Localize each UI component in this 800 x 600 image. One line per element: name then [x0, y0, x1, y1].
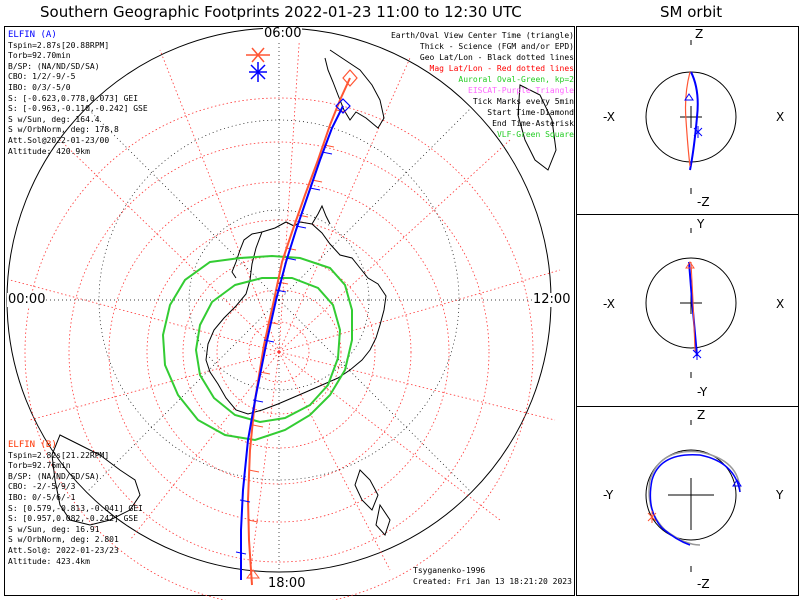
- panel1-bottom-label: -Z: [697, 195, 710, 209]
- peninsula: [231, 204, 331, 279]
- legend-item: Thick - Science (FGM and/or EPD): [419, 42, 574, 51]
- elfin-b-line: S: [0.957,0.082,-0.242] GSE: [8, 514, 139, 524]
- elfin-b-line: IBO: 0/-5/6/-1: [8, 492, 76, 502]
- panel1-right-label: X: [776, 110, 785, 124]
- elfin-a-line: S: [-0.963,-0.110,-0.242] GSE: [8, 104, 148, 114]
- legend-item: Auroral Oval-Green, kp=2: [458, 75, 574, 84]
- orbit-title: SM orbit: [660, 3, 723, 21]
- elfin-a-end-asterisk: [249, 62, 267, 82]
- panel1-left-label: -X: [603, 110, 615, 124]
- auroral-oval-outer: [161, 254, 353, 442]
- panel2-left-label: -X: [603, 297, 615, 311]
- geo-grid: [7, 28, 551, 572]
- legend-item: Tick Marks every 5min: [472, 97, 574, 106]
- elfin-b-line: Tspin=2.82s[21.22RPM]: [8, 450, 110, 460]
- hour-label-left: 00:00: [7, 292, 47, 307]
- legend-item: Earth/Oval View Center Time (triangle): [390, 31, 574, 40]
- elfin-a-info: ELFIN (A) Tspin=2.87s[20.88RPM] Torb=92.…: [8, 30, 148, 157]
- elfin-a-line: IBO: 0/3/-5/0: [8, 82, 71, 92]
- legend-item: End Time-Asterisk: [492, 119, 574, 128]
- elfin-a-line: B/SP: (NA/ND/SD/SA): [8, 61, 100, 71]
- panel2-right-label: X: [776, 297, 785, 311]
- elfin-a-line: S: [-0.623,0.778,0.073] GEI: [8, 93, 139, 103]
- hour-label-top: 06:00: [263, 26, 303, 41]
- legend-item: Mag Lat/Lon - Red dotted lines: [429, 64, 575, 73]
- legend-item: Geo Lat/Lon - Black dotted lines: [419, 53, 574, 62]
- elfin-a-line: S w/Sun, deg: 164.4: [8, 114, 100, 124]
- panel2-top-label: Y: [697, 217, 705, 231]
- credits: Tsyganenko-1996 Created: Fri Jan 13 18:2…: [413, 566, 572, 587]
- elfin-a-line: Altitude: 420.9km: [8, 146, 90, 156]
- legend-item: EISCAT-Purple Triangle: [468, 86, 574, 95]
- panel3-right-label: Y: [776, 488, 784, 502]
- elfin-a-line: CBO: 1/2/-9/-5: [8, 72, 76, 82]
- panel3-top-label: Z: [697, 408, 706, 422]
- elfin-b-info: ELFIN (B) Tspin=2.82s[21.22RPM] Torb=92.…: [8, 440, 143, 567]
- africa-coast: [517, 84, 557, 171]
- elfin-b-line: S w/Sun, deg: 16.91: [8, 524, 100, 534]
- elfin-a-line: Tspin=2.87s[20.88RPM]: [8, 40, 110, 50]
- orbit-panel-2: [645, 228, 737, 378]
- elfin-b-line: S w/OrbNorm, deg: 2.801: [8, 535, 119, 545]
- model-credit: Tsyganenko-1996: [413, 566, 486, 575]
- panel3-left-label: -Y: [603, 488, 614, 502]
- panel3-bottom-label: -Z: [697, 577, 710, 591]
- new-zealand-coast: [354, 469, 391, 536]
- legend-item: VLF-Green Square: [496, 130, 574, 139]
- elfin-b-end-asterisk: [246, 47, 270, 63]
- elfin-b-line: CBO: -2/-5/9/3: [8, 482, 76, 492]
- elfin-a-title: ELFIN (A): [8, 30, 57, 40]
- map-frame: [4, 26, 575, 596]
- antarctica-coastline: [205, 221, 387, 415]
- elfin-a-line: S w/OrbNorm, deg: 178.8: [8, 125, 119, 135]
- elfin-b-title: ELFIN (B): [8, 440, 57, 450]
- created-date: Created: Fri Jan 13 18:21:20 2023: [413, 576, 572, 586]
- elfin-b-line: Altitude: 423.4km: [8, 556, 90, 566]
- auroral-oval-inner: [194, 277, 342, 424]
- elfin-b-track: [246, 47, 358, 586]
- mag-lon-grid: [9, 29, 561, 576]
- south-america-coast: [324, 49, 385, 129]
- mag-lat-grid: [24, 97, 534, 600]
- elfin-b-line: S: [0.579,-0.813,-0.041] GEI: [8, 503, 143, 513]
- map-title: Southern Geographic Footprints 2022-01-2…: [40, 3, 522, 21]
- elfin-a-line: Att.Sol@2022-01-23/00: [8, 135, 110, 145]
- orbit-panel-1: [645, 40, 737, 194]
- legend-item: Start Time-Diamond: [487, 108, 574, 117]
- elfin-b-start-diamond: [342, 69, 358, 87]
- panel1-top-label: Z: [695, 27, 704, 41]
- australia-coast: [51, 434, 141, 526]
- hour-label-bottom: 18:00: [267, 576, 307, 591]
- elfin-a-start-diamond: [335, 98, 351, 114]
- elfin-b-line: Torb=92.76min: [8, 461, 71, 471]
- panel2-bottom-label: -Y: [697, 385, 708, 399]
- elfin-a-track: [235, 62, 351, 580]
- orbit-panel-3: [645, 420, 742, 572]
- elfin-b-line: Att.Sol@: 2022-01-23/23: [8, 545, 119, 555]
- elfin-b-line: B/SP: (NA/ND/SD/SA): [8, 471, 100, 481]
- hour-label-right: 12:00: [532, 292, 572, 307]
- elfin-a-line: Torb=92.70min: [8, 51, 71, 61]
- map-legend: Earth/Oval View Center Time (triangle) T…: [391, 30, 574, 140]
